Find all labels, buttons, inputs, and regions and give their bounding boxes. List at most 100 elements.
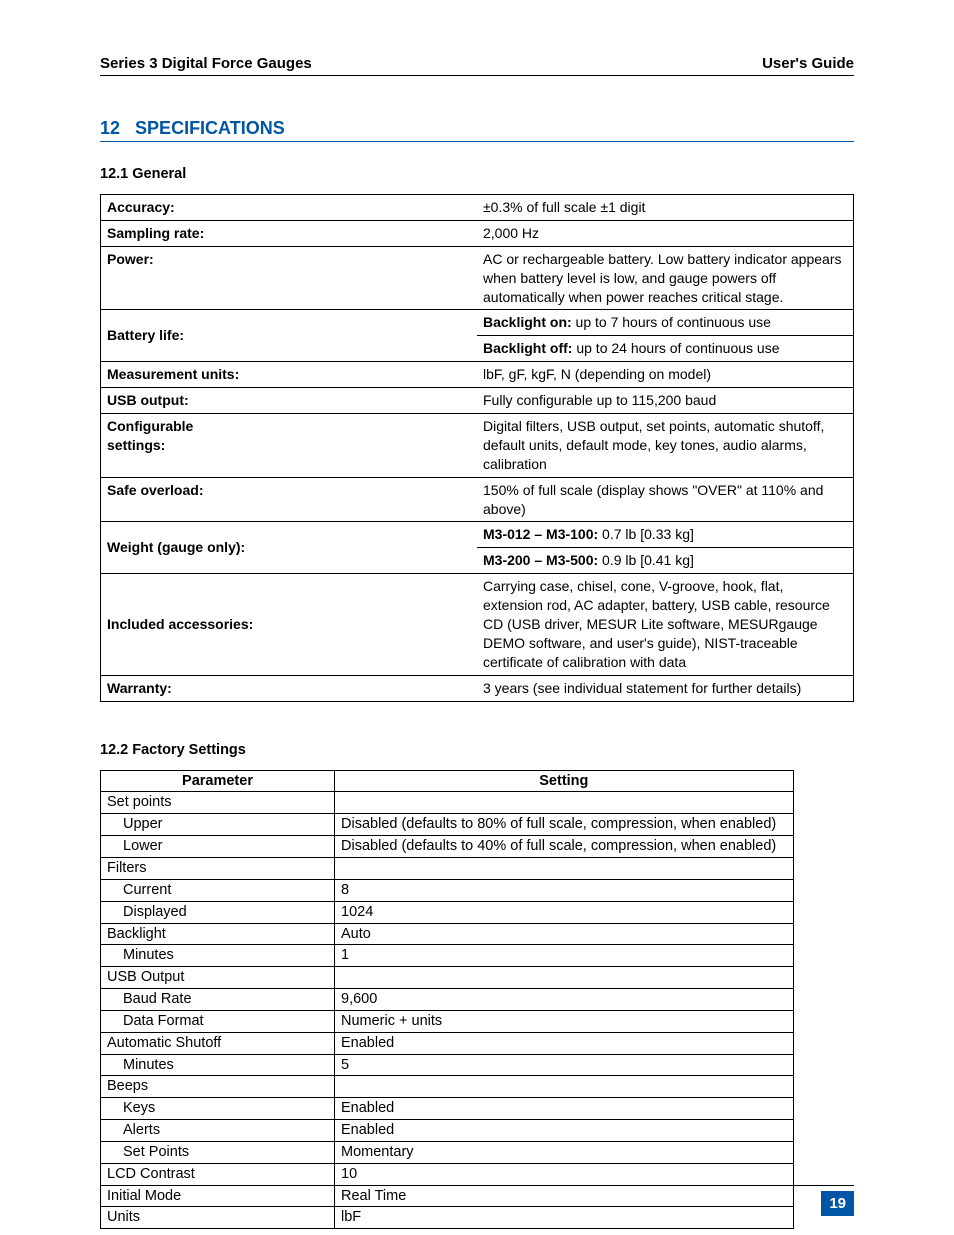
text: Configurable [107, 418, 193, 434]
setting-cell: 5 [335, 1054, 794, 1076]
parameter-cell: Set points [101, 792, 335, 814]
parameter-cell: Displayed [101, 901, 335, 923]
table-row: AlertsEnabled [101, 1120, 794, 1142]
text: 0.9 lb [0.41 kg] [598, 552, 694, 568]
table-row: Power: AC or rechargeable battery. Low b… [101, 246, 854, 310]
header-right: User's Guide [762, 55, 854, 72]
header-left: Series 3 Digital Force Gauges [100, 55, 312, 72]
table-row: Initial ModeReal Time [101, 1185, 794, 1207]
parameter-cell: Alerts [101, 1120, 335, 1142]
parameter-cell: USB Output [101, 967, 335, 989]
table-row: Data FormatNumeric + units [101, 1010, 794, 1032]
parameter-cell: Beeps [101, 1076, 335, 1098]
bold-text: Backlight on: [483, 314, 572, 330]
spec-value: Backlight on: up to 7 hours of continuou… [477, 310, 854, 336]
spec-label: Power: [101, 246, 478, 310]
table-row: Beeps [101, 1076, 794, 1098]
table-row: LowerDisabled (defaults to 40% of full s… [101, 836, 794, 858]
setting-cell: 9,600 [335, 989, 794, 1011]
general-heading: 12.1 General [100, 166, 854, 182]
page-number: 19 [821, 1191, 854, 1216]
setting-cell: Momentary [335, 1141, 794, 1163]
bold-text: Backlight off: [483, 340, 572, 356]
column-header-setting: Setting [335, 770, 794, 792]
table-row: Set points [101, 792, 794, 814]
spec-value: 150% of full scale (display shows "OVER"… [477, 477, 854, 522]
footer-rule [100, 1185, 854, 1187]
spec-value: Carrying case, chisel, cone, V-groove, h… [477, 574, 854, 675]
spec-label: Battery life: [101, 310, 478, 362]
table-row: Sampling rate: 2,000 Hz [101, 220, 854, 246]
parameter-cell: Units [101, 1207, 335, 1229]
parameter-cell: Minutes [101, 1054, 335, 1076]
setting-cell [335, 1076, 794, 1098]
setting-cell: Numeric + units [335, 1010, 794, 1032]
spec-label: Measurement units: [101, 362, 478, 388]
spec-label: Sampling rate: [101, 220, 478, 246]
parameter-cell: LCD Contrast [101, 1163, 335, 1185]
table-row: Current8 [101, 879, 794, 901]
page-header: Series 3 Digital Force Gauges User's Gui… [100, 55, 854, 76]
parameter-cell: Upper [101, 814, 335, 836]
setting-cell: Auto [335, 923, 794, 945]
bold-text: M3-200 – M3-500: [483, 552, 598, 568]
setting-cell [335, 967, 794, 989]
parameter-cell: Data Format [101, 1010, 335, 1032]
setting-cell: 1 [335, 945, 794, 967]
table-row: Minutes5 [101, 1054, 794, 1076]
table-row: USB output: Fully configurable up to 115… [101, 388, 854, 414]
spec-value: Backlight off: up to 24 hours of continu… [477, 336, 854, 362]
setting-cell [335, 792, 794, 814]
parameter-cell: Initial Mode [101, 1185, 335, 1207]
table-row: Filters [101, 857, 794, 879]
text: up to 24 hours of continuous use [572, 340, 779, 356]
section-title: 12 SPECIFICATIONS [100, 118, 854, 142]
parameter-cell: Keys [101, 1098, 335, 1120]
spec-value: ±0.3% of full scale ±1 digit [477, 195, 854, 221]
table-row: KeysEnabled [101, 1098, 794, 1120]
setting-cell: 8 [335, 879, 794, 901]
spec-value: Digital filters, USB output, set points,… [477, 414, 854, 478]
spec-value: AC or rechargeable battery. Low battery … [477, 246, 854, 310]
table-row: Warranty: 3 years (see individual statem… [101, 675, 854, 701]
table-row: Automatic ShutoffEnabled [101, 1032, 794, 1054]
table-row: Displayed1024 [101, 901, 794, 923]
text: 0.7 lb [0.33 kg] [598, 526, 694, 542]
parameter-cell: Filters [101, 857, 335, 879]
setting-cell: 10 [335, 1163, 794, 1185]
table-row: USB Output [101, 967, 794, 989]
parameter-cell: Lower [101, 836, 335, 858]
table-header-row: Parameter Setting [101, 770, 794, 792]
setting-cell: Disabled (defaults to 80% of full scale,… [335, 814, 794, 836]
table-row: Baud Rate9,600 [101, 989, 794, 1011]
spec-value: 3 years (see individual statement for fu… [477, 675, 854, 701]
table-row: Weight (gauge only): M3-012 – M3-100: 0.… [101, 522, 854, 548]
column-header-parameter: Parameter [101, 770, 335, 792]
page: Series 3 Digital Force Gauges User's Gui… [0, 0, 954, 1235]
table-row: Measurement units: lbF, gF, kgF, N (depe… [101, 362, 854, 388]
bold-text: M3-012 – M3-100: [483, 526, 598, 542]
spec-value: Fully configurable up to 115,200 baud [477, 388, 854, 414]
spec-value: 2,000 Hz [477, 220, 854, 246]
section-number: 12 [100, 118, 120, 138]
page-footer: 19 [100, 1185, 854, 1187]
factory-heading: 12.2 Factory Settings [100, 742, 854, 758]
setting-cell [335, 857, 794, 879]
spec-label: Safe overload: [101, 477, 478, 522]
table-row: Battery life: Backlight on: up to 7 hour… [101, 310, 854, 336]
parameter-cell: Set Points [101, 1141, 335, 1163]
parameter-cell: Minutes [101, 945, 335, 967]
table-row: Configurable settings: Digital filters, U… [101, 414, 854, 478]
table-row: LCD Contrast10 [101, 1163, 794, 1185]
text: settings: [107, 437, 165, 453]
table-row: UpperDisabled (defaults to 80% of full s… [101, 814, 794, 836]
spec-label: Included accessories: [101, 574, 478, 675]
spec-label: Configurable settings: [101, 414, 478, 478]
table-row: BacklightAuto [101, 923, 794, 945]
factory-settings-table: Parameter Setting Set pointsUpperDisable… [100, 770, 794, 1230]
section-name: SPECIFICATIONS [135, 118, 285, 138]
parameter-cell: Automatic Shutoff [101, 1032, 335, 1054]
spec-label: Warranty: [101, 675, 478, 701]
setting-cell: Enabled [335, 1032, 794, 1054]
spec-value: M3-012 – M3-100: 0.7 lb [0.33 kg] [477, 522, 854, 548]
